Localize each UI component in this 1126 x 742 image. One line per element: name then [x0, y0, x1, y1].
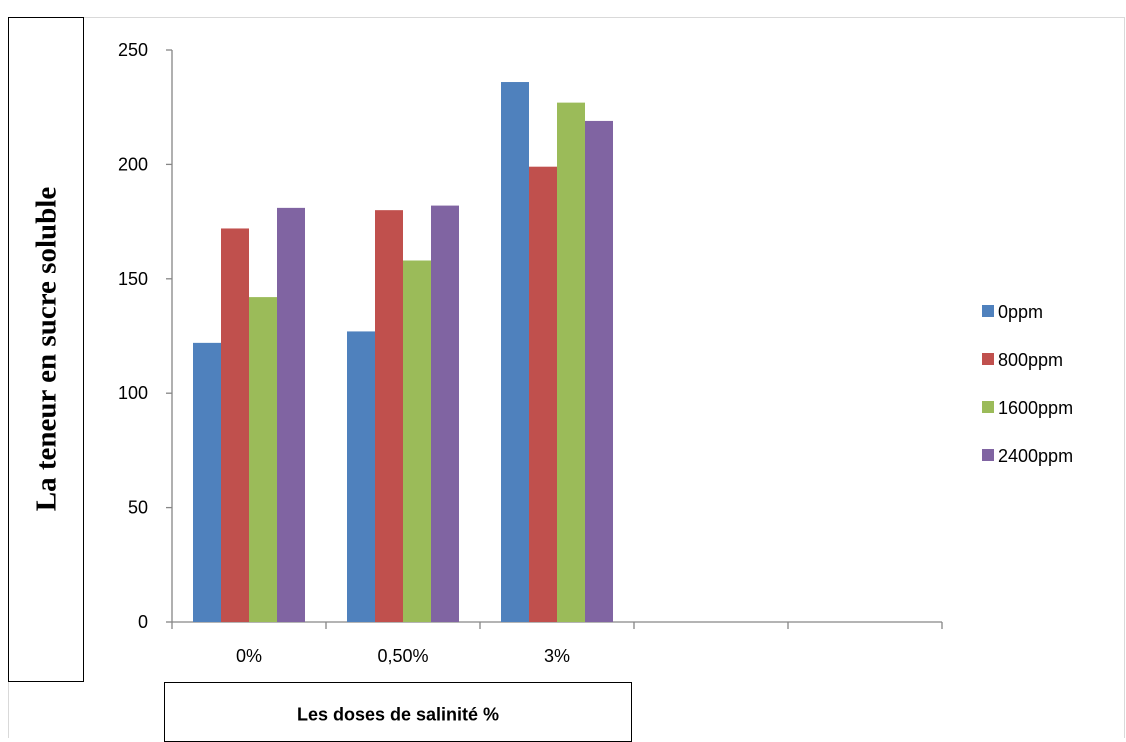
- legend-label: 0ppm: [998, 302, 1043, 322]
- bar-2400ppm-0%: [277, 207, 305, 622]
- bars: [193, 82, 613, 623]
- legend-label: 1600ppm: [998, 398, 1073, 418]
- legend-label: 2400ppm: [998, 446, 1073, 466]
- x-tick-label: 0,50%: [377, 646, 428, 666]
- y-tick-label: 100: [118, 383, 148, 403]
- legend-swatch: [982, 401, 994, 413]
- bar-1600ppm-0%: [249, 297, 277, 622]
- x-axis-title: Les doses de salinité %: [296, 704, 500, 725]
- bar-1600ppm-0,50%: [403, 260, 431, 622]
- legend-swatch: [982, 305, 994, 317]
- bar-0ppm-0,50%: [347, 331, 375, 622]
- y-tick-label: 200: [118, 154, 148, 174]
- y-axis-title-box: [8, 17, 84, 682]
- y-tick-label: 50: [128, 498, 148, 518]
- legend-swatch: [982, 353, 994, 365]
- bar-800ppm-0,50%: [375, 210, 403, 622]
- x-tick-label: 3%: [544, 646, 570, 666]
- legend-swatch: [982, 449, 994, 461]
- bar-1600ppm-3%: [557, 102, 585, 622]
- x-axis: 0% 0,50% 3%: [171, 621, 943, 666]
- legend-label: 800ppm: [998, 350, 1063, 370]
- y-axis-title: La teneur en sucre soluble: [30, 186, 63, 512]
- y-tick-label: 0: [138, 612, 148, 632]
- x-tick-label: 0%: [236, 646, 262, 666]
- bar-0ppm-0%: [193, 342, 221, 622]
- bar-2400ppm-3%: [585, 120, 613, 622]
- y-axis: 0 50 100 150 200 250: [118, 40, 173, 632]
- y-tick-label: 150: [118, 269, 148, 289]
- bar-2400ppm-0,50%: [431, 205, 459, 623]
- bar-800ppm-3%: [529, 166, 557, 623]
- bar-0ppm-3%: [501, 82, 529, 623]
- y-tick-label: 250: [118, 40, 148, 60]
- bar-800ppm-0%: [221, 228, 249, 623]
- legend: 0ppm 800ppm 1600ppm 2400ppm: [982, 302, 1073, 466]
